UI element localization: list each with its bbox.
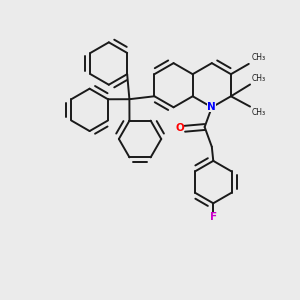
Text: CH₃: CH₃: [251, 108, 266, 117]
Text: CH₃: CH₃: [251, 53, 265, 62]
Text: O: O: [175, 124, 184, 134]
Text: F: F: [210, 212, 217, 222]
Text: CH₃: CH₃: [251, 74, 266, 83]
Text: N: N: [207, 102, 216, 112]
